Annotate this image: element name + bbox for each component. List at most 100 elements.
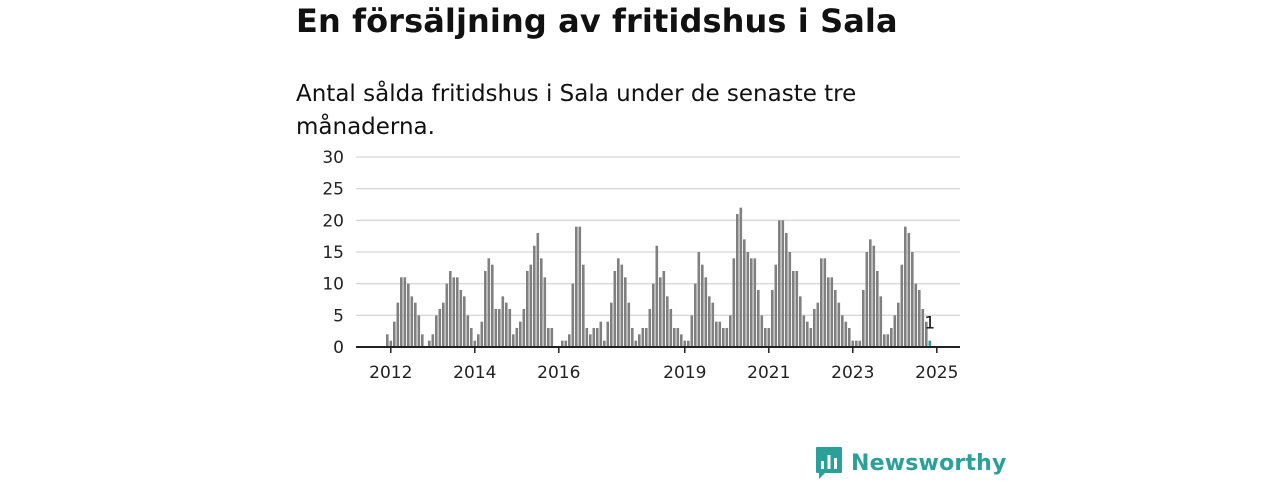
chart-title: En försäljning av fritidshus i Sala xyxy=(296,2,898,40)
bar xyxy=(410,296,414,347)
brand-logo: Newsworthy xyxy=(815,445,1007,481)
bar xyxy=(897,302,900,347)
bar xyxy=(438,309,442,347)
bar xyxy=(844,321,848,347)
bar xyxy=(753,258,757,347)
bar xyxy=(456,277,459,347)
bar xyxy=(848,328,851,347)
bar xyxy=(781,220,785,347)
bar xyxy=(561,340,564,347)
data-label: 1 xyxy=(924,314,935,334)
x-tick-label: 2016 xyxy=(537,363,580,383)
bar xyxy=(830,277,834,347)
bar xyxy=(498,309,501,347)
bar xyxy=(652,283,655,347)
bar xyxy=(862,290,865,347)
bar xyxy=(582,264,585,347)
bar xyxy=(785,233,788,347)
bar xyxy=(704,277,708,347)
bar xyxy=(694,283,697,347)
bar xyxy=(540,258,543,347)
bar xyxy=(774,264,778,347)
bar xyxy=(487,258,491,347)
bar xyxy=(834,290,837,347)
bar xyxy=(799,296,802,347)
bar xyxy=(788,252,792,347)
bar xyxy=(627,302,631,347)
bar xyxy=(519,321,522,347)
bar xyxy=(883,334,886,347)
bar xyxy=(606,321,610,347)
bar xyxy=(687,340,690,347)
bar xyxy=(778,220,781,347)
bar xyxy=(477,334,480,347)
chart-subtitle: Antal sålda fritidshus i Sala under de s… xyxy=(296,81,857,140)
bar xyxy=(533,245,536,347)
bar xyxy=(715,321,718,347)
bar xyxy=(473,340,477,347)
bar xyxy=(564,340,568,347)
bar xyxy=(676,328,680,347)
bar xyxy=(624,277,627,347)
bar xyxy=(746,252,750,347)
bar xyxy=(722,328,725,347)
bar xyxy=(872,245,876,347)
bar xyxy=(400,277,403,347)
bars xyxy=(386,207,932,347)
bar xyxy=(708,296,711,347)
bar xyxy=(921,309,925,347)
y-tick-label: 25 xyxy=(322,180,344,200)
bar xyxy=(690,315,694,347)
bar xyxy=(386,334,389,347)
bar xyxy=(431,334,435,347)
bar xyxy=(463,296,466,347)
bar xyxy=(480,321,484,347)
bar xyxy=(393,321,396,347)
bar xyxy=(743,239,746,347)
bar xyxy=(900,264,904,347)
bar xyxy=(827,277,830,347)
bar xyxy=(641,328,645,347)
bar xyxy=(599,321,603,347)
bar xyxy=(585,328,589,347)
bar xyxy=(904,226,907,347)
bar xyxy=(428,340,431,347)
bar xyxy=(435,315,438,347)
bar xyxy=(645,328,648,347)
bar xyxy=(669,309,673,347)
bar xyxy=(697,252,701,347)
bar xyxy=(508,309,512,347)
y-axis-ticks: 0 5 10 15 20 25 30 xyxy=(322,148,344,358)
bar xyxy=(568,334,571,347)
bar xyxy=(522,309,526,347)
bar xyxy=(596,328,599,347)
bar xyxy=(617,258,620,347)
bar xyxy=(529,264,533,347)
bar xyxy=(771,290,774,347)
bar xyxy=(445,283,449,347)
annotations: 1 xyxy=(924,314,935,334)
bar xyxy=(914,283,918,347)
bar xyxy=(634,340,638,347)
bar xyxy=(407,283,410,347)
x-tick-label: 2025 xyxy=(915,363,958,383)
bar xyxy=(449,271,452,347)
bar xyxy=(403,277,407,347)
bar xyxy=(725,328,729,347)
bar xyxy=(491,264,494,347)
bar xyxy=(757,290,760,347)
bar xyxy=(732,258,736,347)
bar xyxy=(886,334,890,347)
y-tick-label: 5 xyxy=(333,306,344,326)
bar xyxy=(750,258,753,347)
bar xyxy=(806,321,809,347)
bar xyxy=(820,258,823,347)
bar xyxy=(680,334,683,347)
bar xyxy=(547,328,550,347)
bar xyxy=(855,340,858,347)
bar xyxy=(578,226,582,347)
bar xyxy=(470,328,473,347)
bar xyxy=(536,233,540,347)
bar xyxy=(452,277,456,347)
bar xyxy=(795,271,799,347)
